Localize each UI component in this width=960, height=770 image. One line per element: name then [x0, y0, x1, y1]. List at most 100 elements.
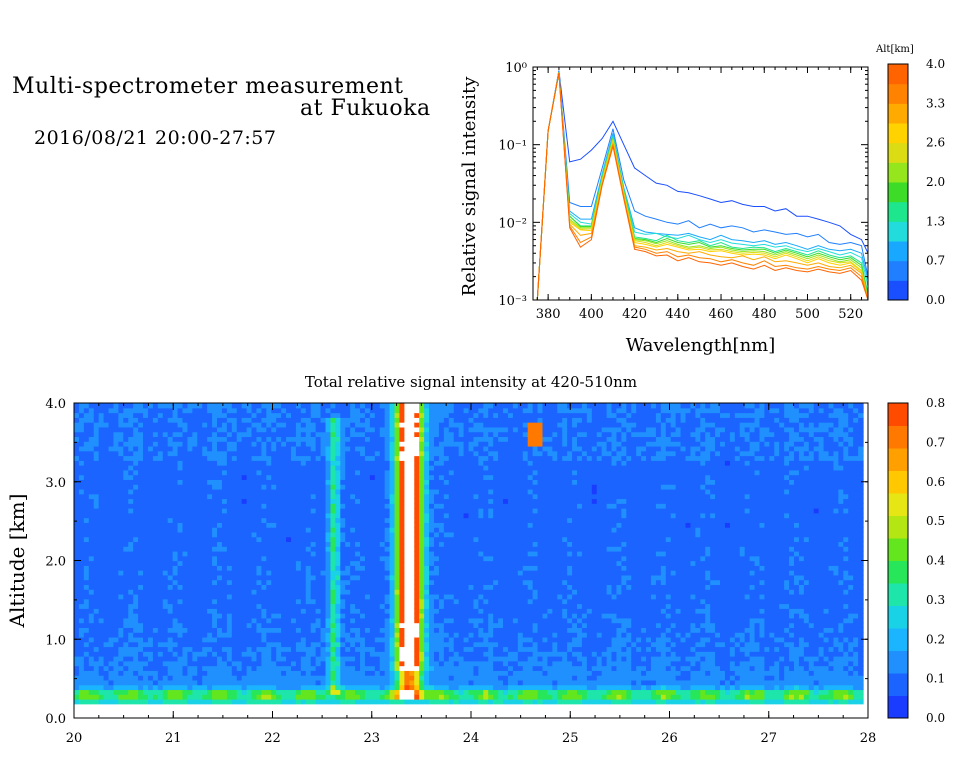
- heatmap-cell: [384, 508, 391, 514]
- heatmap-cell: [364, 679, 371, 686]
- heatmap-cell: [88, 598, 95, 605]
- heatmap-cell: [419, 570, 425, 576]
- heatmap-cell: [266, 551, 272, 557]
- heatmap-cell: [83, 584, 90, 590]
- heatmap-cell: [88, 703, 95, 710]
- heatmap-cell: [192, 488, 198, 495]
- heatmap-cell: [335, 665, 341, 671]
- heatmap-cell: [379, 589, 386, 595]
- heatmap-cell: [128, 455, 134, 461]
- heatmap-cell: [78, 460, 85, 466]
- heatmap-cell: [108, 694, 115, 700]
- heatmap-cell: [350, 531, 356, 538]
- heatmap-cell: [251, 684, 258, 691]
- heatmap-cell: [226, 603, 233, 609]
- heatmap-cell: [360, 474, 366, 480]
- heatmap-cell: [295, 651, 302, 657]
- heatmap-cell: [187, 431, 193, 438]
- heatmap-cell: [147, 455, 154, 461]
- heatmap-cell: [231, 460, 238, 466]
- heatmap-cell: [404, 450, 410, 457]
- heatmap-cell: [320, 441, 327, 447]
- heatmap-cell: [374, 565, 381, 571]
- heatmap-cell: [128, 431, 134, 438]
- heatmap-cell: [404, 665, 410, 671]
- heatmap-cell: [74, 694, 80, 700]
- heatmap-cell: [236, 493, 243, 500]
- heatmap-cell: [182, 488, 189, 495]
- heatmap-cell: [424, 679, 430, 686]
- heatmap-cell: [157, 684, 164, 691]
- heatmap-cell: [419, 560, 425, 566]
- heatmap-cell: [207, 656, 213, 662]
- heatmap-cell: [364, 536, 371, 543]
- heatmap-cell: [384, 450, 391, 457]
- heatmap-cell: [443, 679, 450, 686]
- heatmap-cell: [167, 474, 174, 480]
- heatmap-cell: [404, 617, 410, 624]
- heatmap-cell: [88, 422, 95, 428]
- heatmap-cell: [78, 441, 85, 447]
- heatmap-cell: [98, 455, 105, 461]
- heatmap-cell: [241, 670, 248, 676]
- heatmap-cell: [374, 603, 381, 609]
- heatmap-cell: [399, 641, 406, 648]
- heatmap-cell: [419, 665, 425, 671]
- heatmap-cell: [74, 431, 80, 438]
- heatmap-cell: [177, 517, 184, 523]
- heatmap-cell: [236, 422, 243, 428]
- heatmap-cell: [162, 651, 169, 657]
- heatmap-cell: [217, 431, 223, 438]
- heatmap-cell: [276, 603, 282, 609]
- heatmap-cell: [162, 646, 169, 652]
- heatmap-cell: [271, 426, 277, 433]
- heatmap-cell: [438, 593, 445, 600]
- heatmap-cell: [409, 641, 415, 648]
- heatmap-cell: [276, 617, 282, 624]
- heatmap-cell: [404, 570, 410, 576]
- heatmap-cell: [404, 560, 410, 566]
- heatmap-cell: [143, 699, 149, 705]
- heatmap-cell: [320, 426, 327, 433]
- heatmap-cell: [276, 469, 282, 476]
- heatmap-cell: [305, 584, 312, 590]
- heatmap-cell: [384, 670, 391, 676]
- heatmap-cell: [226, 465, 233, 471]
- heatmap-cell: [414, 417, 420, 423]
- heatmap-cell: [172, 703, 179, 710]
- heatmap-cell: [93, 593, 100, 600]
- heatmap-cell: [409, 651, 415, 657]
- heatmap-cell: [236, 460, 243, 466]
- heatmap-cell: [330, 656, 336, 662]
- heatmap-cell: [83, 431, 90, 438]
- heatmap-cell: [369, 689, 376, 695]
- heatmap-cell: [167, 574, 174, 581]
- heatmap-cell: [335, 584, 341, 590]
- heatmap-cell: [335, 469, 341, 476]
- heatmap-cell: [182, 551, 189, 557]
- heatmap-cell: [226, 627, 233, 633]
- heatmap-cell: [83, 546, 90, 552]
- heatmap-cell: [340, 527, 346, 533]
- heatmap-cell: [399, 703, 406, 710]
- heatmap-cell: [419, 699, 425, 705]
- heatmap-cell: [290, 527, 297, 533]
- heatmap-cell: [241, 646, 248, 652]
- heatmap-cell: [315, 407, 322, 414]
- heatmap-cell: [310, 555, 317, 562]
- heatmap-cell: [83, 445, 90, 452]
- heatmap-cell: [399, 613, 406, 619]
- heatmap-cell: [345, 699, 351, 705]
- heatmap-cell: [118, 412, 124, 418]
- heatmap-cell: [207, 493, 213, 500]
- heatmap-cell: [256, 531, 262, 538]
- heatmap-cell: [379, 512, 386, 519]
- heatmap-cell: [409, 565, 415, 571]
- heatmap-cell: [98, 469, 105, 476]
- heatmap-cell: [202, 632, 208, 638]
- heatmap-cell: [231, 474, 238, 480]
- heatmap-cell: [152, 613, 159, 619]
- heatmap-cell: [360, 560, 366, 566]
- heatmap-cell: [236, 684, 243, 691]
- heatmap-cell: [429, 407, 435, 414]
